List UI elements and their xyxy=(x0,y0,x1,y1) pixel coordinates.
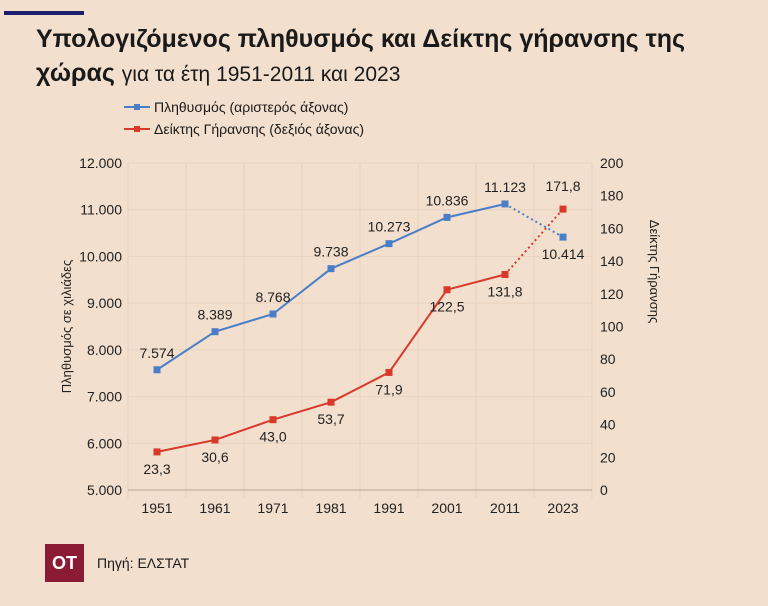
legend-item-aging-index: Δείκτης Γήρανσης (δεξιός άξονας) xyxy=(124,118,364,140)
legend: Πληθυσμός (αριστερός άξονας) Δείκτης Γήρ… xyxy=(124,96,364,140)
x-tick-label: 1971 xyxy=(257,500,288,516)
data-point xyxy=(385,240,393,248)
y-right-tick-label: 120 xyxy=(600,286,624,302)
data-point xyxy=(559,233,567,241)
data-point xyxy=(269,310,277,318)
data-label: 7.574 xyxy=(139,345,174,361)
y-right-tick-label: 100 xyxy=(600,319,624,335)
data-point xyxy=(153,448,161,456)
legend-label: Δείκτης Γήρανσης (δεξιός άξονας) xyxy=(154,121,365,137)
x-tick-label: 2011 xyxy=(490,500,520,516)
data-point xyxy=(443,213,451,221)
data-label: 171,8 xyxy=(545,178,580,194)
x-tick-label: 1951 xyxy=(141,500,172,516)
data-label: 43,0 xyxy=(259,429,286,445)
data-point xyxy=(269,416,277,424)
y-right-tick-label: 140 xyxy=(600,253,624,269)
data-label: 23,3 xyxy=(143,461,170,477)
y-left-tick-label: 7.000 xyxy=(87,389,122,405)
y-left-tick-label: 10.000 xyxy=(79,248,122,264)
y-left-tick-label: 8.000 xyxy=(87,342,122,358)
legend-marker-red-icon xyxy=(124,126,150,132)
data-label: 122,5 xyxy=(429,299,464,315)
y-left-tick-label: 11.000 xyxy=(80,202,122,218)
data-point xyxy=(385,368,393,376)
chart-title: Υπολογιζόμενος πληθυσμός και Δείκτης γήρ… xyxy=(36,22,736,92)
y-left-tick-label: 9.000 xyxy=(87,295,122,311)
data-point xyxy=(327,265,335,273)
legend-marker-blue-icon xyxy=(124,104,150,110)
x-tick-label: 2001 xyxy=(431,500,462,516)
data-label: 11.123 xyxy=(484,179,526,195)
data-point xyxy=(501,271,509,279)
y-left-tick-label: 6.000 xyxy=(87,435,122,451)
data-label: 10.273 xyxy=(368,219,411,235)
data-label: 10.414 xyxy=(542,246,585,262)
ot-logo: ΟΤ xyxy=(45,544,84,582)
accent-bar xyxy=(4,11,84,15)
data-point xyxy=(501,200,509,208)
data-point xyxy=(153,366,161,374)
y-right-tick-label: 200 xyxy=(600,155,624,171)
x-tick-label: 2023 xyxy=(547,500,578,516)
data-point xyxy=(211,328,219,336)
series-line xyxy=(156,202,506,371)
y-right-tick-label: 60 xyxy=(600,384,616,400)
data-point xyxy=(327,398,335,406)
data-point xyxy=(559,205,567,213)
legend-label: Πληθυσμός (αριστερός άξονας) xyxy=(154,99,349,115)
y-right-tick-label: 40 xyxy=(600,417,616,433)
logo-text: ΟΤ xyxy=(52,552,77,573)
y-right-tick-label: 20 xyxy=(600,449,616,465)
data-label: 71,9 xyxy=(375,381,402,397)
series-line-dotted xyxy=(504,203,564,238)
legend-item-population: Πληθυσμός (αριστερός άξονας) xyxy=(124,96,364,118)
y-left-axis-label: Πληθυσμός σε χιλιάδες xyxy=(59,260,74,393)
data-label: 53,7 xyxy=(317,411,344,427)
data-point xyxy=(443,286,451,294)
data-label: 131,8 xyxy=(487,284,522,300)
y-right-axis-label: Δείκτης Γήρανσης xyxy=(647,220,662,323)
y-right-tick-label: 80 xyxy=(600,351,616,367)
data-point xyxy=(211,436,219,444)
y-right-tick-label: 0 xyxy=(600,482,608,498)
data-label: 10.836 xyxy=(426,192,469,208)
data-label: 8.768 xyxy=(255,289,290,305)
title-subtitle: για τα έτη 1951-2011 και 2023 xyxy=(121,63,401,86)
x-tick-label: 1961 xyxy=(199,500,230,516)
x-tick-label: 1981 xyxy=(315,500,346,516)
y-right-tick-label: 180 xyxy=(600,188,624,204)
data-label: 8.389 xyxy=(197,307,232,323)
x-tick-label: 1991 xyxy=(373,500,404,516)
source-text: Πηγή: ΕΛΣΤΑΤ xyxy=(97,555,190,571)
data-label: 9.738 xyxy=(313,244,348,260)
title-bold: Υπολογιζόμενος πληθυσμός και Δείκτης γήρ… xyxy=(36,25,686,87)
y-left-tick-label: 5.000 xyxy=(87,482,122,498)
data-label: 30,6 xyxy=(201,449,228,465)
y-right-tick-label: 160 xyxy=(600,220,624,236)
y-left-tick-label: 12.000 xyxy=(79,155,122,171)
